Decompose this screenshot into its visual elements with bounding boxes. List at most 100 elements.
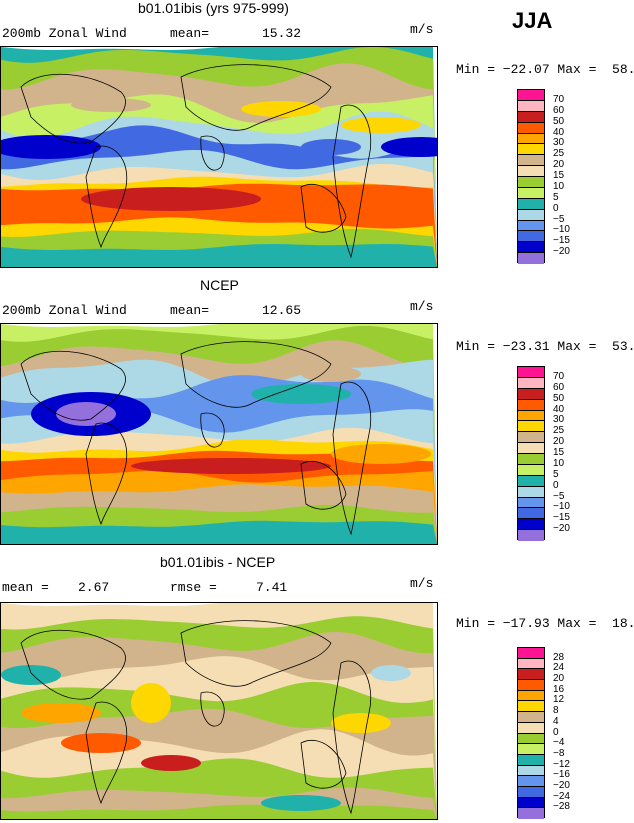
colorbar-swatch [518, 399, 544, 411]
colorbar-swatch [518, 658, 544, 670]
colorbar-label: −10 [553, 501, 570, 513]
colorbar-label: 10 [553, 180, 565, 192]
colorbar-swatch [518, 669, 544, 681]
colorbar-label: 40 [553, 126, 565, 138]
panel-3-mean-label: mean = [2, 580, 49, 595]
contour-cell [131, 458, 331, 474]
coastline [300, 740, 347, 789]
colorbar-swatch [518, 648, 544, 659]
colorbar-swatch [518, 421, 544, 433]
contour-cell [261, 795, 341, 811]
colorbar-label: −15 [553, 235, 570, 247]
coastline [20, 629, 126, 700]
colorbar-label: 60 [553, 104, 565, 116]
colorbar-label: 70 [553, 370, 565, 382]
colorbar-swatch [518, 497, 544, 509]
colorbar-label: 15 [553, 447, 565, 458]
contour-cell [161, 193, 261, 205]
colorbar-swatch [518, 475, 544, 487]
contour-cell [71, 98, 151, 112]
panel-1-mean-value: 15.32 [262, 26, 302, 41]
colorbar-label: 50 [553, 392, 565, 404]
colorbar-swatch [518, 100, 544, 112]
colorbar-label: 25 [553, 425, 565, 437]
colorbar-swatch [518, 177, 544, 188]
colorbar-label: 30 [553, 137, 565, 149]
colorbar-label: 0 [553, 479, 559, 491]
colorbar-swatch [518, 712, 544, 723]
panel-3-rmse-label: rmse = [170, 580, 217, 595]
colorbar-swatch [518, 231, 544, 243]
colorbar-label: −10 [553, 224, 570, 236]
panel-2-mean-value: 12.65 [262, 303, 302, 318]
colorbar-label: 5 [553, 468, 559, 480]
colorbar-label: 70 [553, 93, 565, 105]
colorbar-label: −4 [553, 737, 565, 749]
panel-1-variable: 200mb Zonal Wind [2, 26, 127, 41]
panel-2-map [0, 323, 438, 545]
colorbar-swatch [518, 155, 544, 167]
contour-band [1, 244, 437, 267]
panel-2-minmax: Min = −23.31 Max = 53.00 [456, 339, 634, 354]
contour-cell [61, 733, 141, 753]
colorbar-swatch [518, 133, 544, 145]
colorbar-label: 12 [553, 694, 565, 706]
colorbar-label: −12 [553, 758, 570, 770]
coastline [300, 461, 347, 510]
panel-3-title: b01.01ibis - NCEP [160, 554, 276, 570]
colorbar-swatch [518, 253, 544, 264]
panel-3-mean-value: 2.67 [78, 580, 110, 595]
colorbar-swatch [518, 486, 544, 498]
colorbar-swatch [518, 111, 544, 123]
panel-1-mean-label: mean= [170, 26, 210, 41]
colorbar-swatch [518, 367, 544, 378]
panel-3-rmse-value: 7.41 [256, 580, 288, 595]
colorbar-swatch [518, 443, 544, 454]
panel-1-colorbar [517, 89, 545, 264]
colorbar-swatch [518, 464, 544, 476]
contour-cell [331, 444, 431, 464]
contour-cell [301, 366, 361, 382]
contour-cell [21, 703, 101, 723]
contour-cell [131, 683, 171, 723]
colorbar-swatch [518, 377, 544, 389]
colorbar-label: 28 [553, 651, 565, 663]
colorbar-label: −16 [553, 769, 570, 781]
coastline [85, 422, 128, 526]
colorbar-swatch [518, 776, 544, 787]
coastline [200, 691, 225, 727]
colorbar-swatch [518, 808, 544, 819]
colorbar-label: 30 [553, 414, 565, 426]
colorbar-swatch [518, 754, 544, 766]
colorbar-swatch [518, 701, 544, 713]
contour-cell [1, 665, 61, 685]
colorbar-label: 10 [553, 457, 565, 469]
colorbar-swatch [518, 508, 544, 520]
coastline [180, 64, 332, 131]
contour-cell [56, 402, 116, 426]
colorbar-label: 16 [553, 683, 565, 695]
coastline [300, 184, 347, 233]
colorbar-swatch [518, 388, 544, 400]
contour-cell [331, 713, 391, 733]
contour-cell [241, 101, 321, 117]
colorbar-swatch [518, 220, 544, 232]
panel-2-mean-label: mean= [170, 303, 210, 318]
colorbar-swatch [518, 690, 544, 702]
colorbar-swatch [518, 733, 544, 745]
colorbar-label: 20 [553, 673, 565, 685]
colorbar-swatch [518, 432, 544, 444]
panel-2-variable: 200mb Zonal Wind [2, 303, 127, 318]
colorbar-label: 0 [553, 726, 559, 738]
colorbar-label: −28 [553, 801, 570, 813]
colorbar-label: 20 [553, 436, 565, 448]
panel-1-minmax: Min = −22.07 Max = 58.83 [456, 62, 634, 77]
contour-band [1, 520, 437, 544]
colorbar-label: 25 [553, 148, 565, 160]
colorbar-swatch [518, 680, 544, 691]
contour-cell [251, 384, 351, 404]
coastline [332, 381, 372, 536]
coastline [180, 620, 332, 687]
panel-3-minmax: Min = −17.93 Max = 18.71 [456, 616, 634, 631]
coastline [332, 104, 372, 259]
